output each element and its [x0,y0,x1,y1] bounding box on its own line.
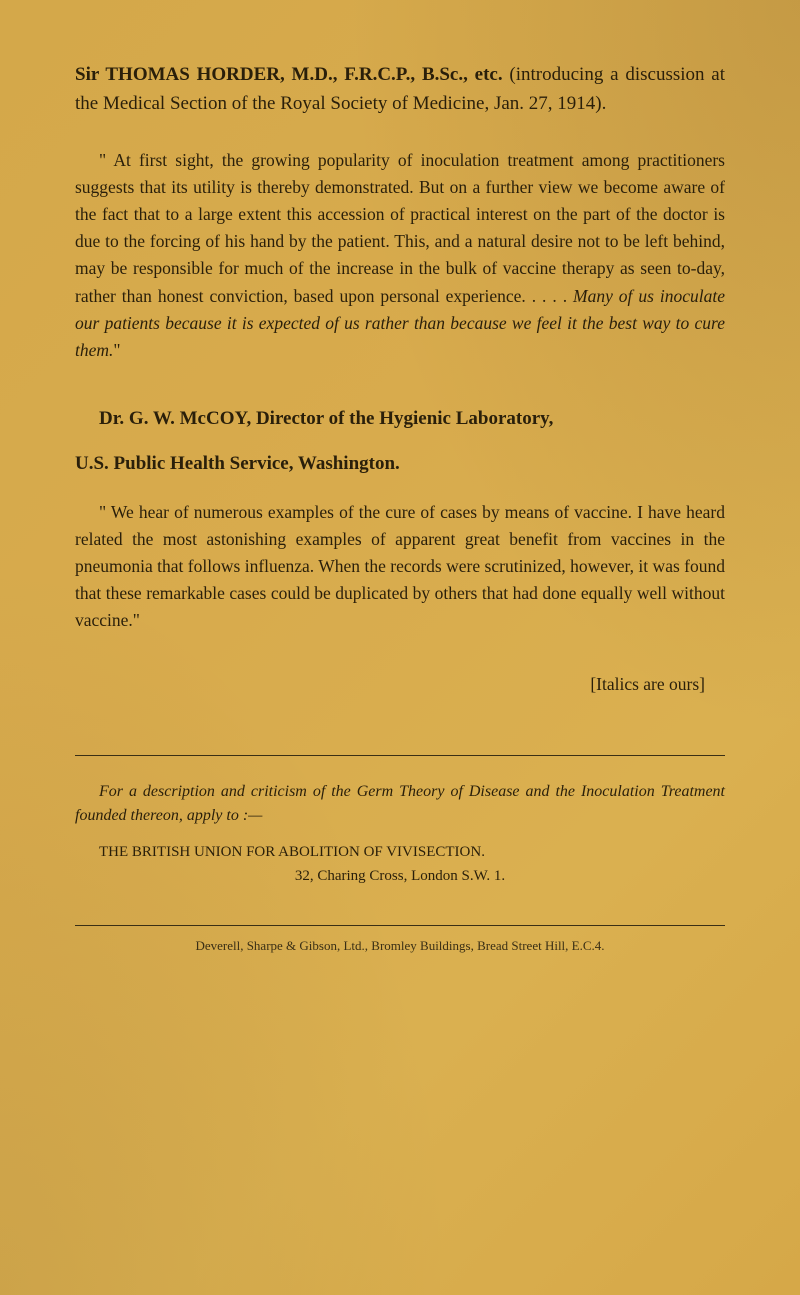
section1-heading: Sir THOMAS HORDER, M.D., F.R.C.P., B.Sc.… [75,60,725,119]
footer-description: For a description and criticism of the G… [75,780,725,828]
quote-close: " [113,340,120,360]
bottom-divider [75,925,725,926]
section1-quote: " At first sight, the growing popularity… [75,147,725,364]
section2-heading-line1: Dr. G. W. McCOY, Director of the Hygieni… [75,404,725,433]
quote-open: " At first sight, the growing popularity… [75,150,725,306]
section2-heading-line2: U.S. Public Health Service, Washington. [75,449,725,478]
footer-org: THE BRITISH UNION FOR ABOLITION OF VIVIS… [75,840,725,864]
author-name: Sir THOMAS HORDER, M.D., F.R.C.P., B.Sc.… [75,64,503,85]
section2-quote: " We hear of numerous examples of the cu… [75,499,725,635]
printer-line: Deverell, Sharpe & Gibson, Ltd., Bromley… [75,938,725,954]
divider [75,755,725,756]
footer-address: 32, Charing Cross, London S.W. 1. [75,868,725,885]
italics-note: [Italics are ours] [75,674,725,695]
